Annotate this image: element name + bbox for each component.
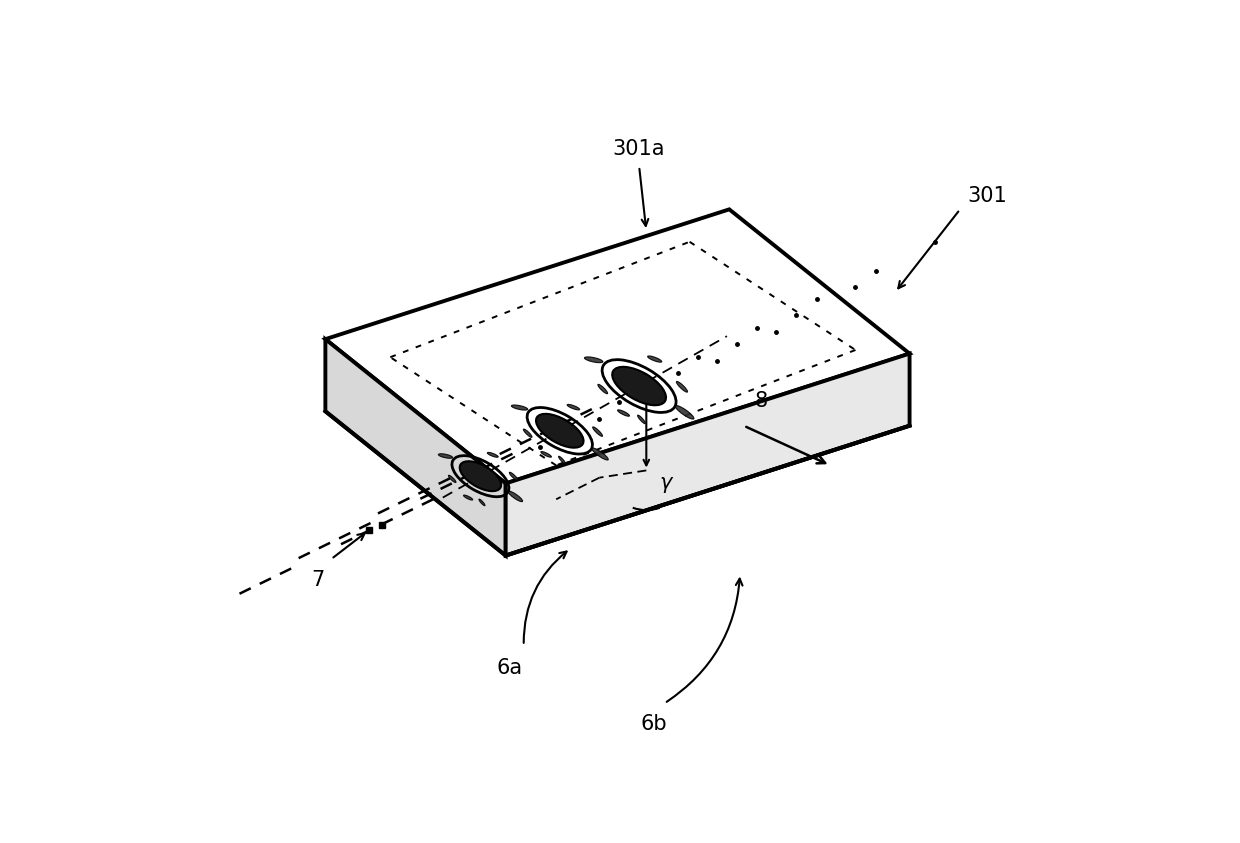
Ellipse shape: [464, 495, 472, 500]
Text: 8: 8: [754, 391, 768, 411]
Ellipse shape: [523, 429, 532, 438]
Ellipse shape: [510, 472, 518, 481]
Ellipse shape: [598, 384, 608, 394]
Ellipse shape: [508, 491, 522, 502]
Polygon shape: [325, 209, 910, 483]
Ellipse shape: [449, 475, 456, 482]
Ellipse shape: [511, 405, 528, 410]
Text: 6a: 6a: [496, 658, 522, 678]
Ellipse shape: [558, 456, 565, 464]
Ellipse shape: [479, 499, 485, 506]
Text: 6b: 6b: [640, 714, 667, 734]
Ellipse shape: [584, 357, 603, 362]
Ellipse shape: [647, 356, 662, 362]
Ellipse shape: [541, 452, 552, 457]
Text: 301a: 301a: [613, 139, 666, 158]
Ellipse shape: [439, 454, 453, 459]
Ellipse shape: [567, 405, 579, 410]
Ellipse shape: [618, 410, 630, 416]
Ellipse shape: [591, 448, 609, 460]
Text: 7: 7: [311, 570, 325, 590]
Text: $\gamma$: $\gamma$: [660, 475, 675, 495]
Ellipse shape: [487, 453, 498, 457]
Ellipse shape: [637, 415, 645, 424]
Polygon shape: [325, 339, 506, 556]
Text: 301: 301: [967, 185, 1007, 206]
Ellipse shape: [460, 461, 501, 491]
Ellipse shape: [593, 427, 603, 437]
Ellipse shape: [536, 414, 584, 448]
Polygon shape: [506, 353, 910, 556]
Ellipse shape: [677, 382, 687, 392]
Ellipse shape: [613, 367, 666, 405]
Ellipse shape: [676, 405, 694, 419]
